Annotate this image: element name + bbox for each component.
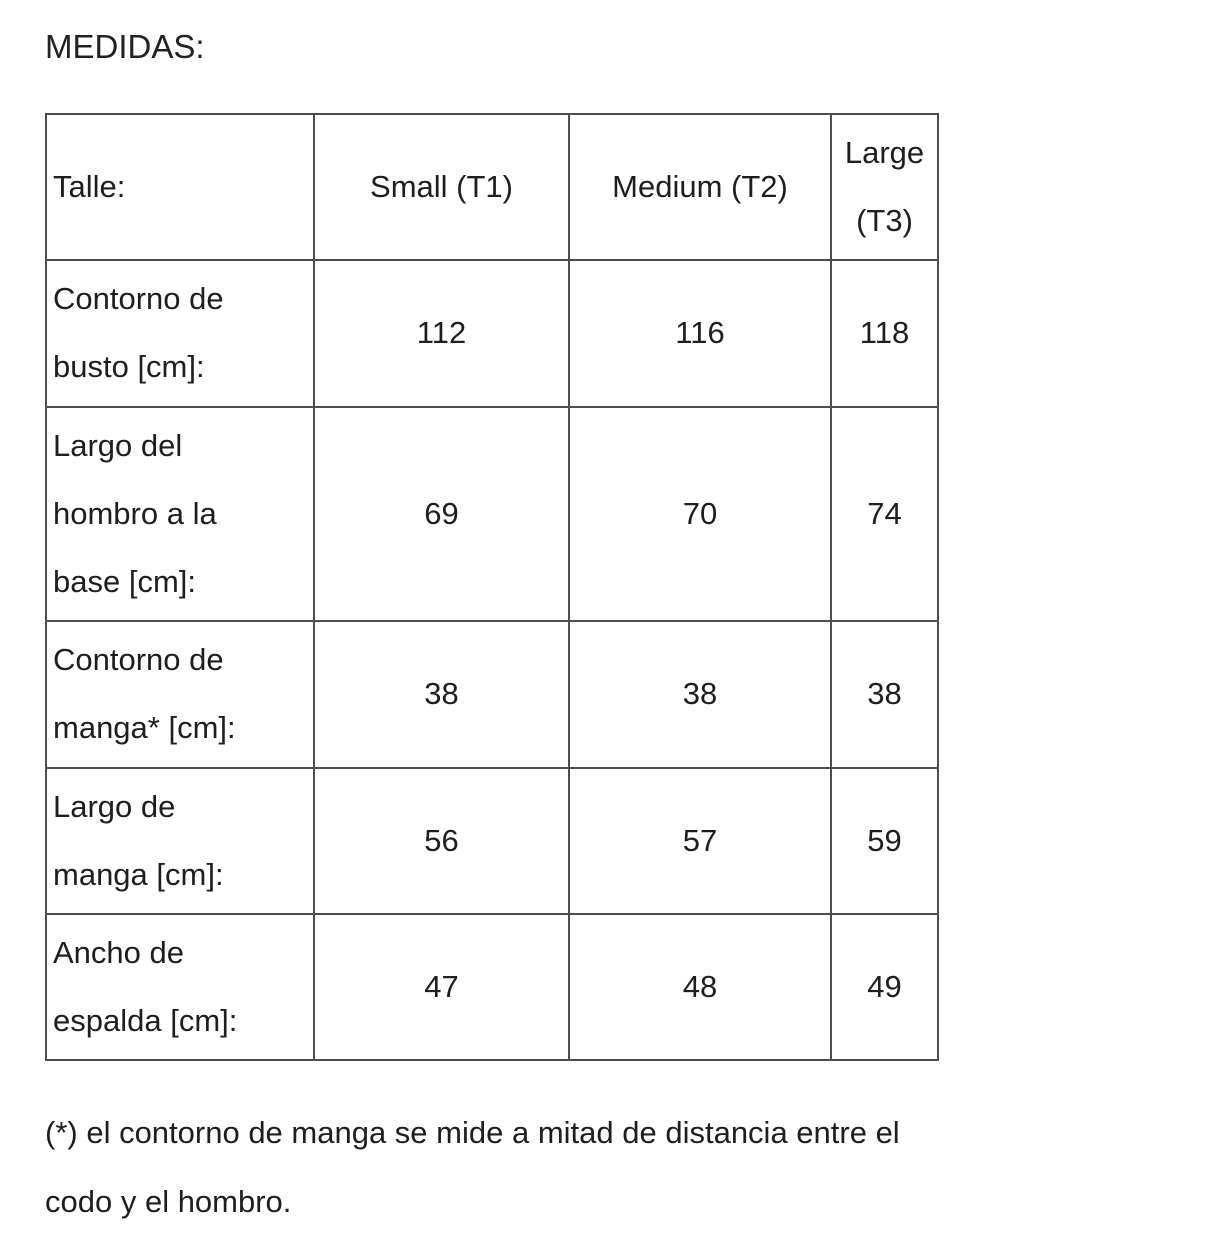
header-talle: Talle: <box>45 112 315 262</box>
cell-value: 38 <box>830 620 939 769</box>
cell-value: 38 <box>313 620 570 769</box>
cell-value: 69 <box>313 405 570 623</box>
size-table: Talle: Small (T1) Medium (T2) Large (T3)… <box>45 112 939 1062</box>
header-medium: Medium (T2) <box>568 112 832 262</box>
row-label: Ancho de espalda [cm]: <box>45 912 315 1062</box>
cell-value: 118 <box>830 259 939 408</box>
table-header-row: Talle: Small (T1) Medium (T2) Large (T3) <box>45 112 939 262</box>
cell-value: 57 <box>568 766 832 915</box>
table-row-busto: Contorno de busto [cm]: 112 116 118 <box>45 259 939 408</box>
row-label: Contorno de manga* [cm]: <box>45 620 315 769</box>
cell-value: 112 <box>313 259 570 408</box>
header-small: Small (T1) <box>313 112 570 262</box>
table-row-largo-hombro: Largo del hombro a la base [cm]: 69 70 7… <box>45 405 939 623</box>
cell-value: 38 <box>568 620 832 769</box>
cell-value: 49 <box>830 912 939 1062</box>
table-row-contorno-manga: Contorno de manga* [cm]: 38 38 38 <box>45 620 939 769</box>
cell-value: 56 <box>313 766 570 915</box>
table-row-ancho-espalda: Ancho de espalda [cm]: 47 48 49 <box>45 912 939 1062</box>
cell-value: 74 <box>830 405 939 623</box>
row-label: Largo de manga [cm]: <box>45 766 315 915</box>
page-title: MEDIDAS: <box>45 28 205 65</box>
cell-value: 70 <box>568 405 832 623</box>
row-label: Contorno de busto [cm]: <box>45 259 315 408</box>
cell-value: 47 <box>313 912 570 1062</box>
cell-value: 116 <box>568 259 832 408</box>
footnote: (*) el contorno de manga se mide a mitad… <box>45 1115 900 1219</box>
header-large: Large (T3) <box>830 112 939 262</box>
cell-value: 48 <box>568 912 832 1062</box>
row-label: Largo del hombro a la base [cm]: <box>45 405 315 623</box>
cell-value: 59 <box>830 766 939 915</box>
table-row-largo-manga: Largo de manga [cm]: 56 57 59 <box>45 766 939 915</box>
